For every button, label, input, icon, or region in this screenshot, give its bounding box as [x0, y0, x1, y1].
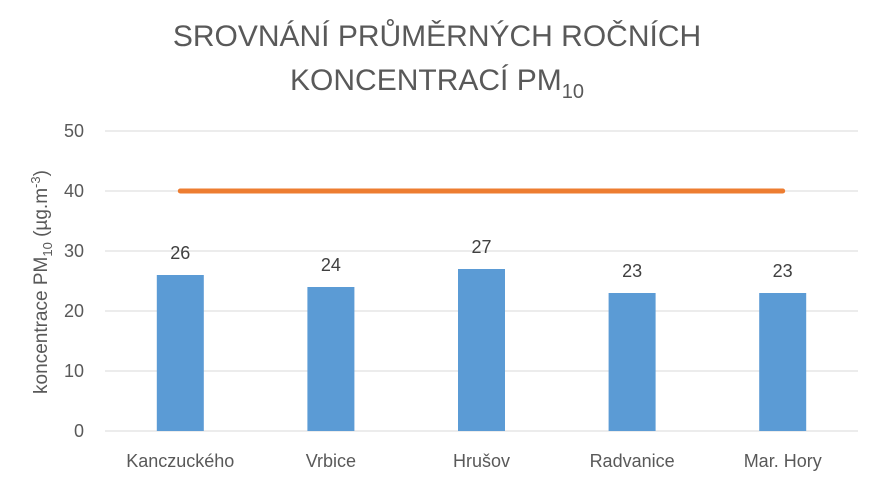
data-label-1: 24: [321, 255, 341, 275]
y-tick-label-30: 30: [64, 241, 84, 261]
y-tick-label-0: 0: [74, 421, 84, 441]
category-label-1: Vrbice: [306, 451, 356, 471]
y-tick-label-10: 10: [64, 361, 84, 381]
chart-title-line-1: SROVNÁNÍ PRŮMĚRNÝCH ROČNÍCH: [173, 19, 701, 53]
data-label-2: 27: [471, 237, 491, 257]
category-label-4: Mar. Hory: [744, 451, 822, 471]
category-label-layer: Kanczuckého Vrbice Hrušov Radvanice Mar. Hor…: [126, 451, 821, 471]
y-tick-label-20: 20: [64, 301, 84, 321]
data-label-layer: 26 24 27 23 23: [170, 237, 792, 281]
y-tick-label-40: 40: [64, 181, 84, 201]
bar-3: [608, 293, 656, 431]
category-label-0: Kanczuckého: [126, 451, 234, 471]
category-label-2: Hrušov: [453, 451, 510, 471]
category-label-3: Radvanice: [590, 451, 675, 471]
y-axis-title-unit: (µg.m: [31, 188, 52, 242]
bar-4: [759, 293, 807, 431]
chart-title-subscript: 10: [562, 81, 584, 103]
y-axis-title-superscript: -3: [28, 176, 43, 188]
y-tick-layer: 0 10 20 30 40 50: [64, 121, 84, 441]
y-tick-label-50: 50: [64, 121, 84, 141]
bar-layer: [156, 269, 807, 431]
data-label-3: 23: [622, 261, 642, 281]
y-axis-title-close: ): [31, 170, 52, 176]
y-axis-title: koncentrace PM10 (µg.m-3): [28, 170, 55, 394]
data-label-0: 26: [170, 243, 190, 263]
chart-title-main: KONCENTRACÍ PM: [290, 64, 562, 97]
bar-1: [307, 287, 355, 431]
chart-title-line-2: KONCENTRACÍ PM10: [290, 64, 584, 103]
y-axis-title-main: koncentrace PM: [31, 257, 52, 394]
y-axis-title-subscript: 10: [40, 242, 55, 256]
data-label-4: 23: [773, 261, 793, 281]
bar-2: [458, 269, 505, 431]
bar-0: [156, 275, 204, 431]
